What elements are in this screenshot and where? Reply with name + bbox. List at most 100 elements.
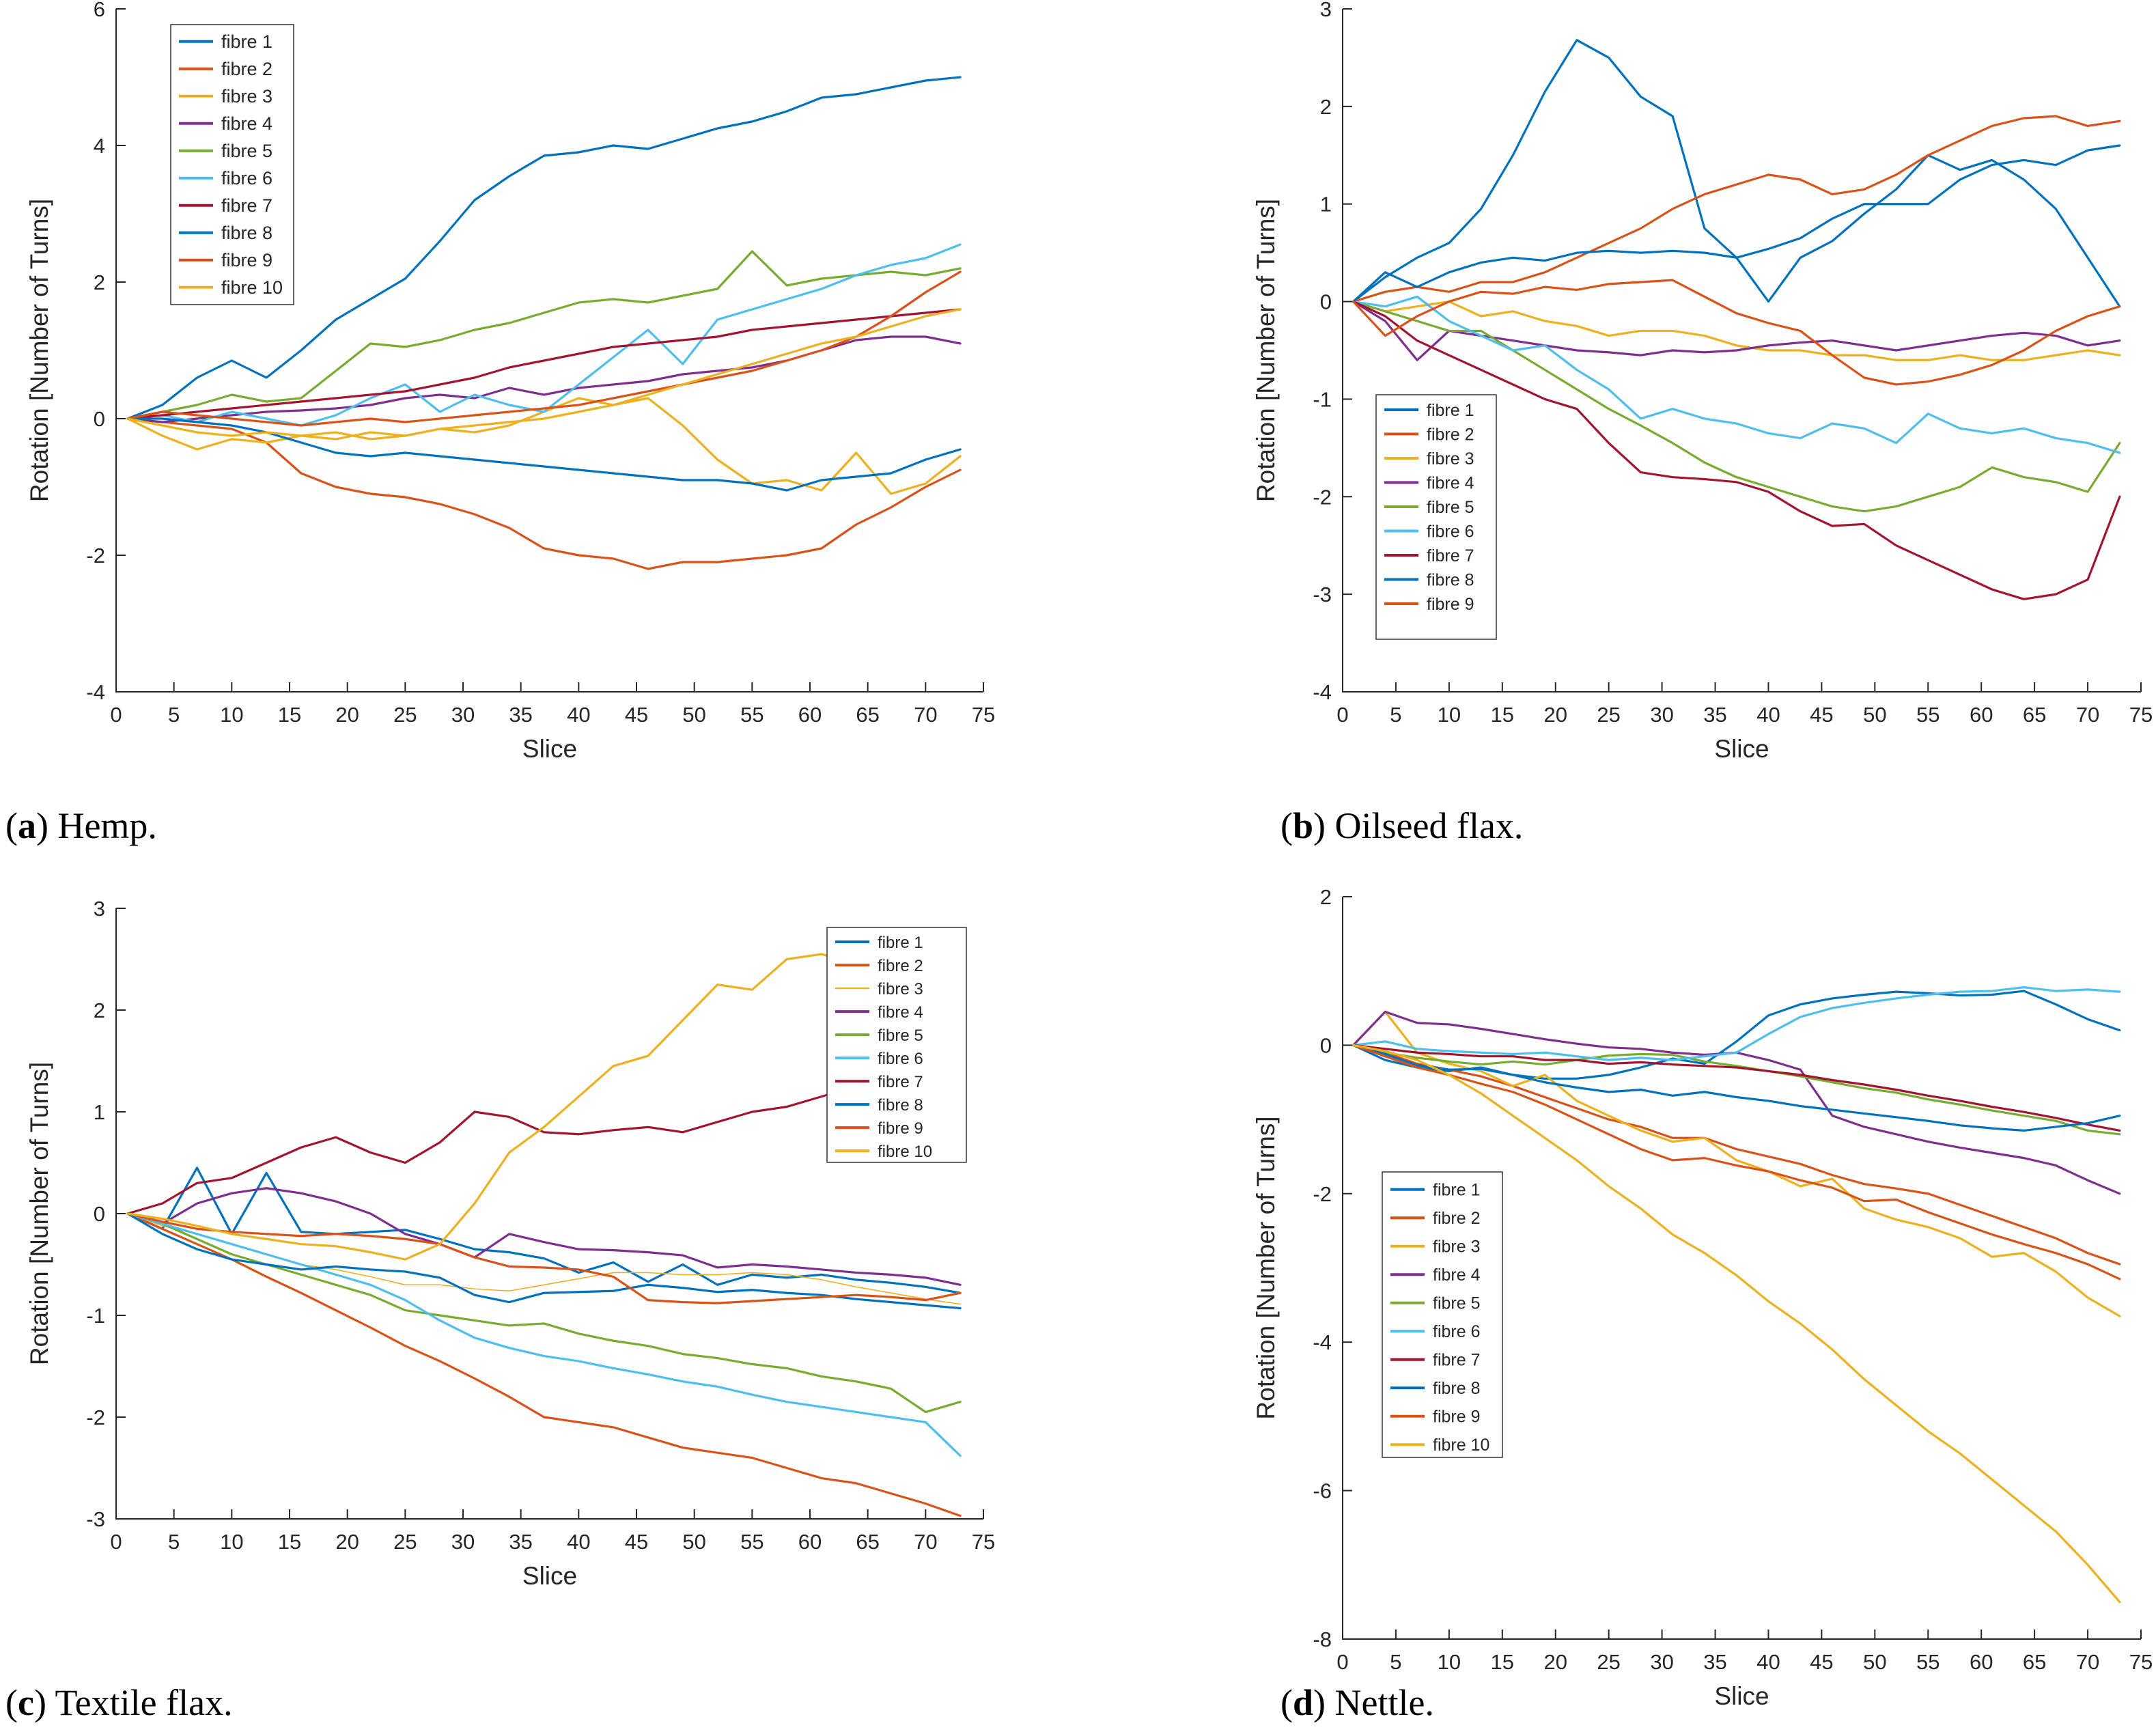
legend-label: fibre 3 — [221, 86, 272, 107]
caption-d: (d) Nettle. — [1280, 1682, 1434, 1723]
series-line-fibre-6 — [1352, 295, 2121, 454]
legend-label: fibre 7 — [1427, 546, 1474, 565]
x-tick-label: 35 — [1703, 1650, 1726, 1674]
y-tick-label: -2 — [86, 544, 105, 568]
chart-b: 0 5 10 15 20 25 30 35 40 45 50 55 60 65 70 75 -4 -3 -2 -1 0 1… — [1252, 0, 2153, 763]
x-tick-label: 10 — [1438, 1650, 1461, 1674]
x-tick-label: 40 — [567, 1530, 590, 1554]
series-line-fibre-5 — [126, 250, 962, 420]
x-tick-label: 30 — [1650, 703, 1673, 727]
x-tick-label: 35 — [509, 703, 532, 727]
y-tick-label: 0 — [94, 407, 105, 431]
series-line-fibre-10 — [126, 308, 962, 441]
legend-label: fibre 3 — [878, 980, 923, 998]
x-tick-label: 10 — [220, 703, 243, 727]
x-tick-label: 70 — [914, 1530, 937, 1554]
x-tick-label: 60 — [798, 1530, 822, 1554]
x-tick-label: 25 — [393, 1530, 417, 1554]
legend-label: fibre 10 — [1433, 1436, 1489, 1455]
legend-label: fibre 2 — [1433, 1209, 1480, 1228]
series-line-fibre-9 — [1352, 1044, 2121, 1281]
legend-label: fibre 8 — [1433, 1379, 1480, 1398]
x-tick-label: 50 — [682, 703, 705, 727]
legend-label: fibre 6 — [878, 1050, 923, 1068]
legend-label: fibre 3 — [1433, 1237, 1480, 1257]
legend-label: fibre 1 — [221, 31, 272, 52]
x-tick-label: 0 — [110, 703, 122, 727]
legend-label: fibre 9 — [878, 1119, 923, 1138]
series-line-fibre-8 — [126, 417, 962, 492]
x-tick-label: 55 — [1916, 703, 1940, 727]
series-line-fibre-5 — [126, 1212, 962, 1414]
y-tick-label: -4 — [1313, 680, 1332, 704]
x-tick-label: 70 — [914, 703, 937, 727]
x-tick-label: 5 — [1390, 1650, 1401, 1674]
y-tick-label: 0 — [1320, 290, 1332, 314]
x-tick-label: 70 — [2076, 703, 2099, 727]
x-tick-label: 15 — [278, 1530, 301, 1554]
series-line-fibre-9 — [1352, 279, 2121, 386]
legend-label: fibre 8 — [221, 223, 272, 243]
x-tick-label: 45 — [625, 1530, 648, 1554]
series-line-fibre-2 — [126, 1212, 962, 1518]
series-line-fibre-7 — [1352, 1044, 2121, 1132]
x-tick-label: 45 — [1810, 1650, 1833, 1674]
y-tick-label: -3 — [1313, 583, 1332, 606]
series-line-fibre-1 — [126, 76, 962, 420]
legend-label: fibre 4 — [1433, 1265, 1481, 1285]
series-line-fibre-9 — [126, 270, 962, 427]
x-tick-label: 60 — [798, 703, 822, 727]
caption-a: (a) Hemp. — [5, 805, 157, 846]
series-line-fibre-6 — [126, 1212, 962, 1457]
legend-b: fibre 1 fibre 2 fibre 3 fibre 4 fibre 5 fibre… — [1375, 394, 1497, 640]
x-tick-label: 60 — [1970, 1650, 1993, 1674]
x-tick-label: 0 — [110, 1530, 122, 1554]
x-tick-label: 55 — [740, 1530, 764, 1554]
legend-d: fibre 1 fibre 2 fibre 3 fibre 4 fibre 5 fibre… — [1382, 1171, 1503, 1458]
x-tick-label: 40 — [1756, 1650, 1780, 1674]
series-line-fibre-2 — [1352, 1044, 2121, 1265]
x-tick-label: 0 — [1336, 1650, 1348, 1674]
x-tick-label: 25 — [393, 703, 417, 727]
series-line-fibre-5 — [1352, 1044, 2121, 1136]
series-line-fibre-3 — [1352, 300, 2121, 361]
x-tick-label: 50 — [1863, 1650, 1886, 1674]
x-tick-label: 50 — [682, 1530, 705, 1554]
y-tick-label: -2 — [1313, 485, 1332, 509]
legend-label: fibre 4 — [878, 1003, 923, 1022]
x-tick-label: 5 — [168, 1530, 180, 1554]
y-tick-label: -2 — [86, 1406, 105, 1429]
series-line-fibre-2 — [1352, 115, 2121, 303]
legend-label: fibre 9 — [221, 250, 272, 270]
x-tick-label: 5 — [1390, 703, 1401, 727]
series-line-fibre-8 — [1352, 1044, 2121, 1132]
y-tick-label: 1 — [1320, 193, 1332, 216]
series-line-fibre-6 — [126, 243, 962, 427]
series-line-fibre-8 — [126, 1212, 962, 1310]
legend-label: fibre 4 — [1427, 474, 1474, 493]
series-line-fibre-3 — [1352, 1010, 2121, 1317]
legend-label: fibre 1 — [1433, 1181, 1480, 1200]
legend-label: fibre 5 — [1433, 1294, 1480, 1313]
legend-label: fibre 8 — [1427, 571, 1474, 590]
x-tick-label: 15 — [1491, 703, 1514, 727]
x-tick-label: 20 — [1543, 1650, 1567, 1674]
x-axis-label: Slice — [1714, 1682, 1769, 1710]
legend-label: fibre 10 — [878, 1143, 932, 1161]
caption-c: (c) Textile flax. — [5, 1682, 233, 1723]
x-tick-label: 75 — [2129, 1650, 2153, 1674]
x-tick-label: 10 — [1438, 703, 1461, 727]
series-line-fibre-7 — [1352, 300, 2121, 600]
y-tick-label: 2 — [94, 270, 105, 294]
x-tick-label: 65 — [2023, 703, 2046, 727]
x-tick-label: 55 — [740, 703, 764, 727]
x-tick-label: 75 — [972, 703, 995, 727]
legend-box — [1382, 1171, 1503, 1458]
chart-d: 0 5 10 15 20 25 30 35 40 45 50 55 60 65 70 75 -8 -6 -4 -2 0 2… — [1252, 885, 2153, 1710]
series-line-fibre-5 — [1352, 300, 2121, 513]
x-tick-label: 50 — [1863, 703, 1886, 727]
y-tick-label: -2 — [1313, 1182, 1332, 1206]
x-tick-label: 20 — [1543, 703, 1567, 727]
legend-label: fibre 1 — [1427, 401, 1474, 420]
x-tick-label: 35 — [1703, 703, 1726, 727]
